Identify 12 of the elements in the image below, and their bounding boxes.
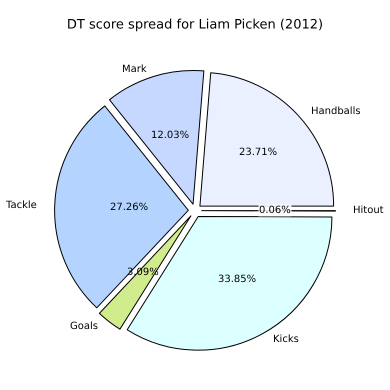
- slice-label: Mark: [122, 64, 147, 75]
- slice-label: Handballs: [311, 106, 361, 117]
- slice-label: Tackle: [5, 200, 37, 211]
- data-label: 12.03%: [151, 130, 190, 141]
- data-label: 33.85%: [218, 274, 256, 285]
- data-label: 23.71%: [239, 147, 278, 158]
- data-label: 27.26%: [110, 202, 148, 213]
- data-label: 0.06%: [259, 205, 291, 216]
- slice-label: Kicks: [273, 334, 299, 345]
- slice-label: Hitout: [353, 205, 384, 216]
- chart-title: DT score spread for Liam Picken (2012): [66, 18, 324, 33]
- slice-label: Goals: [70, 321, 98, 332]
